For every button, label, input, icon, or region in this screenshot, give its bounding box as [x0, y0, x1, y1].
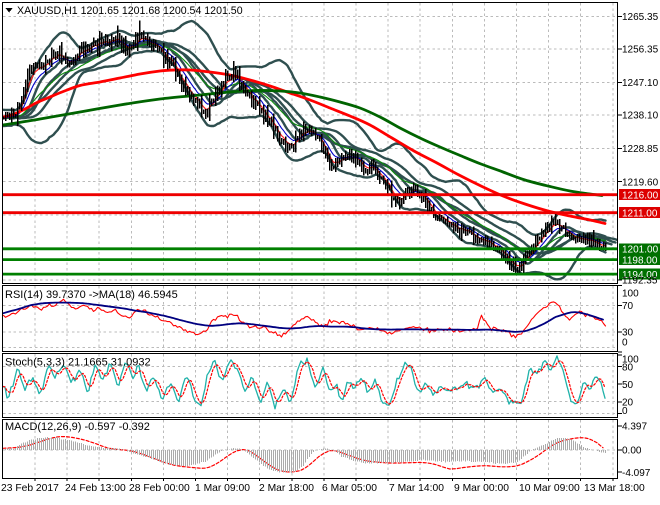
- svg-text:30: 30: [622, 328, 634, 339]
- svg-text:9 Mar 00:00: 9 Mar 00:00: [454, 483, 509, 494]
- svg-text:1 Mar 09:00: 1 Mar 09:00: [195, 483, 250, 494]
- svg-text:MACD(12,26,9) -0.597 -0.392: MACD(12,26,9) -0.597 -0.392: [5, 421, 150, 433]
- svg-text:0.00: 0.00: [622, 446, 642, 457]
- svg-text:23 Feb 2017: 23 Feb 2017: [1, 483, 59, 494]
- svg-text:1247.10: 1247.10: [622, 78, 659, 89]
- svg-text:50: 50: [622, 380, 634, 391]
- svg-text:Stoch(5,3,3) 21.1665 31.0932: Stoch(5,3,3) 21.1665 31.0932: [5, 357, 151, 369]
- svg-text:2 Mar 18:00: 2 Mar 18:00: [259, 483, 314, 494]
- svg-text:13 Mar 18:00: 13 Mar 18:00: [584, 483, 645, 494]
- svg-text:1219.60: 1219.60: [622, 177, 659, 188]
- svg-text:1238.10: 1238.10: [622, 111, 659, 122]
- svg-text:6 Mar 05:00: 6 Mar 05:00: [322, 483, 377, 494]
- svg-text:1256.35: 1256.35: [622, 45, 659, 56]
- svg-text:24 Feb 13:00: 24 Feb 13:00: [65, 483, 126, 494]
- svg-text:100: 100: [622, 289, 639, 300]
- svg-text:7 Mar 14:00: 7 Mar 14:00: [389, 483, 444, 494]
- svg-text:1216.00: 1216.00: [622, 190, 659, 201]
- svg-text:80: 80: [622, 363, 634, 374]
- svg-text:XAUUSD,H1 1201.65 1201.68 120: XAUUSD,H1 1201.65 1201.68 1200.54 1201.5…: [17, 5, 243, 17]
- svg-text:100: 100: [622, 355, 639, 366]
- svg-text:1228.85: 1228.85: [622, 144, 659, 155]
- svg-text:1201.00: 1201.00: [622, 245, 659, 256]
- svg-text:1194.00: 1194.00: [622, 270, 658, 281]
- svg-text:0: 0: [622, 338, 628, 349]
- svg-text:1198.00: 1198.00: [622, 255, 658, 266]
- svg-text:RSI(14) 39.7370 ->MA(18) 46.5: RSI(14) 39.7370 ->MA(18) 46.5945: [5, 289, 178, 301]
- svg-text:1211.00: 1211.00: [622, 208, 658, 219]
- svg-text:1192.35: 1192.35: [622, 275, 658, 286]
- svg-text:4.397: 4.397: [622, 422, 647, 433]
- svg-text:0: 0: [622, 406, 628, 417]
- svg-text:-4.097: -4.097: [622, 468, 651, 479]
- svg-text:70: 70: [622, 301, 634, 312]
- svg-text:20: 20: [622, 397, 634, 408]
- svg-text:10 Mar 09:00: 10 Mar 09:00: [519, 483, 580, 494]
- svg-text:28 Feb 00:00: 28 Feb 00:00: [129, 483, 190, 494]
- svg-text:1265.35: 1265.35: [622, 12, 659, 23]
